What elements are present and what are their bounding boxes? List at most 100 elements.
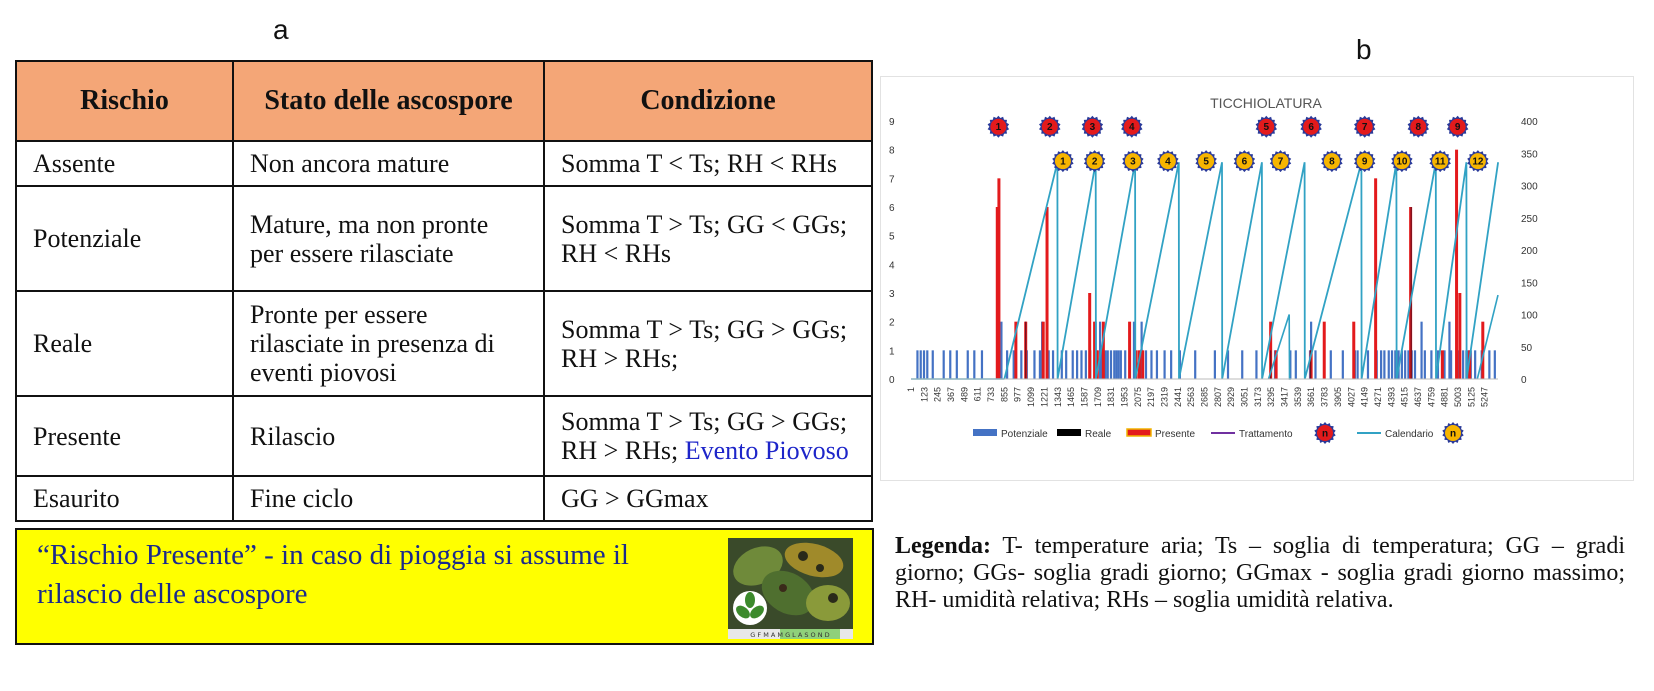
x-tick-label: 3661 — [1306, 387, 1316, 407]
x-tick-label: 4515 — [1400, 387, 1410, 407]
y-left-tick-label: 6 — [889, 203, 895, 214]
state-cell: Mature, ma non pronte per essere rilasci… — [232, 185, 545, 292]
potenziale-bar — [931, 350, 934, 379]
potenziale-bar — [949, 350, 952, 379]
x-tick-label: 1587 — [1079, 387, 1089, 407]
legend-caption: Legenda: T- temperature aria; Ts – sogli… — [895, 533, 1625, 614]
chart-frame: TICCHIOLATURA 1 2 3 4 5 6 7 8 9 1 2 3 4 5 6 7 8 9 10 11 12 0… — [880, 76, 1634, 481]
presente-bar — [1045, 207, 1049, 379]
legend-label: Legenda: — [895, 533, 991, 559]
treatment-badge: 7 — [1354, 115, 1376, 138]
calendar-badge: 4 — [1157, 150, 1179, 173]
note-box: “Rischio Presente” - in caso di pioggia … — [15, 528, 874, 645]
potenziale-bar — [1356, 350, 1359, 379]
potenziale-bar — [1493, 350, 1496, 379]
potenziale-bar — [1117, 350, 1120, 379]
calendar-badge: 5 — [1195, 150, 1217, 173]
potenziale-bar — [1390, 350, 1394, 379]
presente-bar — [1374, 178, 1378, 379]
treatment-badge-label: 7 — [1362, 122, 1368, 133]
y-left-tick-label: 8 — [889, 146, 895, 157]
x-tick-label: 3417 — [1280, 387, 1290, 407]
condition-cell: Somma T < Ts; RH < RHs — [543, 140, 873, 187]
y-left-tick-label: 5 — [889, 232, 895, 243]
treatment-badge-label: 8 — [1416, 122, 1422, 133]
x-tick-label: 1709 — [1093, 387, 1103, 407]
x-tick-label: 2929 — [1226, 387, 1236, 407]
risk-cell: Assente — [15, 140, 234, 187]
calendar-badge: 11 — [1429, 150, 1451, 173]
potenziale-bar — [1020, 350, 1023, 379]
treatment-badge: 2 — [1039, 115, 1061, 138]
presente-bar — [997, 178, 1001, 379]
potenziale-bar — [1012, 350, 1015, 379]
y-left-tick-label: 4 — [889, 260, 895, 271]
presente-bar — [1468, 350, 1472, 379]
calendar-badge: 1 — [1052, 150, 1074, 173]
svg-text:G F M A M G L A S O N D: G F M A M G L A S O N D — [750, 631, 829, 639]
potenziale-bar — [1329, 350, 1332, 379]
potenziale-bar — [1060, 350, 1063, 379]
risk-cell: Reale — [15, 290, 234, 397]
potenziale-bar — [1383, 350, 1386, 379]
risk-table: Rischio Stato delle ascospore Condizione… — [15, 60, 873, 522]
x-tick-label: 4393 — [1386, 387, 1396, 407]
calendar-badge-fill — [1356, 153, 1373, 170]
potenziale-bar — [1098, 321, 1102, 379]
presente-bar — [995, 207, 999, 379]
x-tick-label: 2685 — [1200, 387, 1210, 407]
potenziale-bar — [1213, 350, 1216, 379]
potenziale-bar — [1084, 350, 1087, 379]
potenziale-bar — [1155, 350, 1159, 379]
potenziale-bar — [942, 350, 945, 379]
potenziale-bar — [1449, 350, 1453, 379]
potenziale-bar — [1289, 350, 1292, 379]
legend-label-potenziale: Potenziale — [1001, 429, 1048, 440]
potenziale-bar — [1051, 350, 1055, 379]
potenziale-bar — [1076, 350, 1079, 379]
x-tick-label: 4027 — [1346, 387, 1356, 407]
treatment-badge-fill — [1123, 118, 1140, 135]
treatment-badge-label: 9 — [1455, 122, 1461, 133]
y-right-tick-label: 100 — [1521, 311, 1538, 322]
calendar-badge-label: 12 — [1472, 157, 1484, 168]
potenziale-bar — [1474, 350, 1477, 379]
presente-bar — [1274, 350, 1278, 379]
condition-text: Somma T > Ts; GG > GGs; RH > RHs; — [561, 407, 848, 465]
presente-bar — [1095, 350, 1099, 379]
presente-bar — [1014, 321, 1018, 379]
treatment-badge: 4 — [1121, 115, 1143, 138]
treatment-badge-fill — [990, 118, 1007, 135]
y-right-tick-label: 350 — [1521, 149, 1538, 160]
x-tick-label: 2197 — [1146, 387, 1156, 407]
treatment-badge: 1 — [987, 115, 1010, 138]
treatment-badge-fill — [1449, 118, 1466, 135]
potenziale-bar — [1380, 350, 1383, 379]
treatment-badge-fill — [1410, 118, 1427, 135]
potenziale-bar — [1448, 321, 1451, 379]
potenziale-bar — [966, 350, 969, 379]
x-tick-label: 367 — [946, 387, 956, 402]
x-tick-label: 1 — [906, 387, 916, 392]
x-tick-label: 733 — [986, 387, 996, 402]
potenziale-bar — [1294, 350, 1297, 379]
x-tick-label: 123 — [919, 387, 929, 402]
header-stato: Stato delle ascospore — [232, 60, 545, 142]
potenziale-bar — [1119, 350, 1122, 379]
potenziale-bar — [1394, 350, 1397, 379]
x-tick-label: 4149 — [1360, 387, 1370, 407]
treatment-badge: 8 — [1407, 115, 1429, 138]
x-tick-label: 1221 — [1039, 387, 1049, 407]
reale-bar — [1309, 350, 1312, 379]
x-tick-label: 855 — [999, 387, 1009, 402]
treatment-badge-fill — [1303, 118, 1320, 135]
calendar-badge-fill — [1393, 153, 1410, 170]
state-cell: Fine ciclo — [232, 475, 545, 522]
treatment-badge: 3 — [1081, 115, 1104, 138]
header-rischio: Rischio — [15, 60, 234, 142]
legend-label-presente: Presente — [1155, 429, 1195, 440]
calendar-badge: 6 — [1233, 150, 1256, 173]
potenziale-bar — [922, 350, 926, 379]
potenziale-bar — [1255, 350, 1258, 379]
apple-leaves-image: G F M A M G L A S O N D — [728, 538, 853, 639]
